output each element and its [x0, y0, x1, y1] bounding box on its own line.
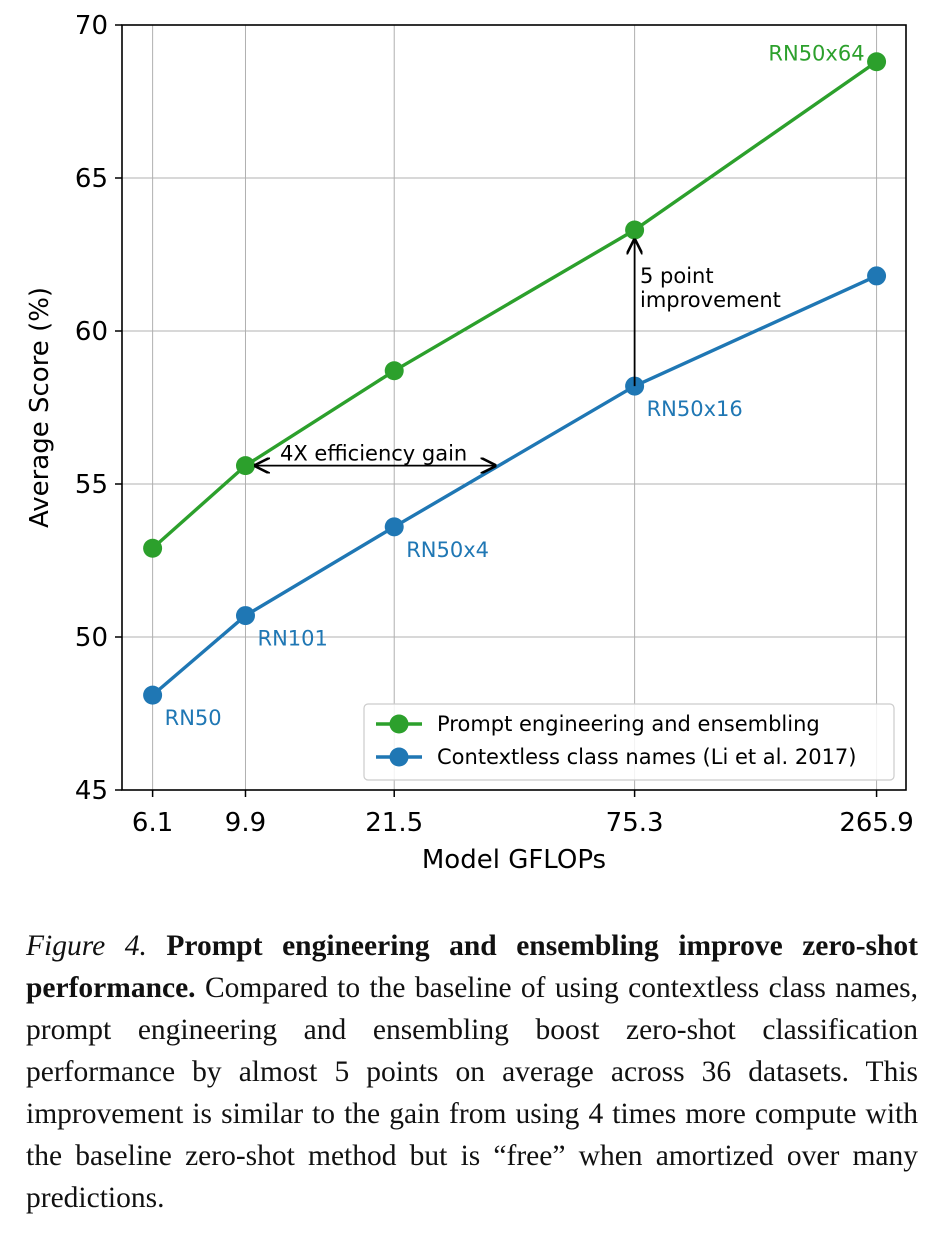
data-point	[867, 266, 887, 286]
x-tick-label: 6.1	[132, 808, 173, 838]
caption-body: Compared to the baseline of using contex…	[26, 972, 919, 1214]
data-point	[143, 685, 163, 705]
data-point	[143, 538, 163, 558]
data-point	[235, 456, 255, 476]
point-label: RN50x64	[768, 42, 864, 66]
y-tick-label: 65	[75, 164, 108, 194]
point-label: RN50	[165, 706, 222, 730]
y-tick-label: 55	[75, 470, 108, 500]
data-point	[867, 52, 887, 72]
x-tick-label: 21.5	[365, 808, 423, 838]
plot-frame	[121, 24, 907, 791]
legend-entry: Contextless class names (Li et al. 2017)	[437, 745, 856, 769]
improvement-annotation-line2: improvement	[640, 288, 781, 312]
point-label: RN50x16	[647, 397, 743, 421]
line-chart: 45 50 55 60 65 70 6.1 9.9 21.5 75.3 265.9 Model GFL…	[25, 11, 914, 875]
legend-swatch-marker	[389, 714, 409, 734]
legend-box	[363, 703, 895, 781]
data-point	[235, 606, 255, 626]
chart-container: 45 50 55 60 65 70 6.1 9.9 21.5 75.3 265.9 Model GFL…	[25, 11, 914, 875]
caption-label: Figure 4.	[26, 930, 147, 962]
efficiency-annotation: 4X efficiency gain	[280, 442, 467, 466]
point-label: RN50x4	[406, 538, 489, 562]
y-tick-label: 70	[75, 11, 108, 41]
data-point	[625, 220, 645, 240]
data-point	[384, 361, 404, 381]
y-axis-title: Average Score (%)	[25, 287, 55, 528]
legend-swatch-marker	[389, 747, 409, 767]
figure-caption: Figure 4. Prompt engineering and ensembl…	[26, 925, 918, 1219]
legend-entry: Prompt engineering and ensembling	[437, 712, 820, 736]
caption-title: Prompt engineering and ensembling improv…	[26, 930, 918, 1004]
improvement-annotation-line1: 5 point	[640, 264, 714, 288]
x-tick-label: 265.9	[839, 808, 913, 838]
data-point	[384, 517, 404, 537]
x-tick-label: 9.9	[225, 808, 266, 838]
x-tick-label: 75.3	[606, 808, 664, 838]
y-tick-label: 60	[75, 317, 108, 347]
x-axis-title: Model GFLOPs	[422, 845, 606, 875]
y-tick-label: 50	[75, 623, 108, 653]
y-tick-label: 45	[75, 776, 108, 806]
point-label: RN101	[257, 627, 327, 651]
